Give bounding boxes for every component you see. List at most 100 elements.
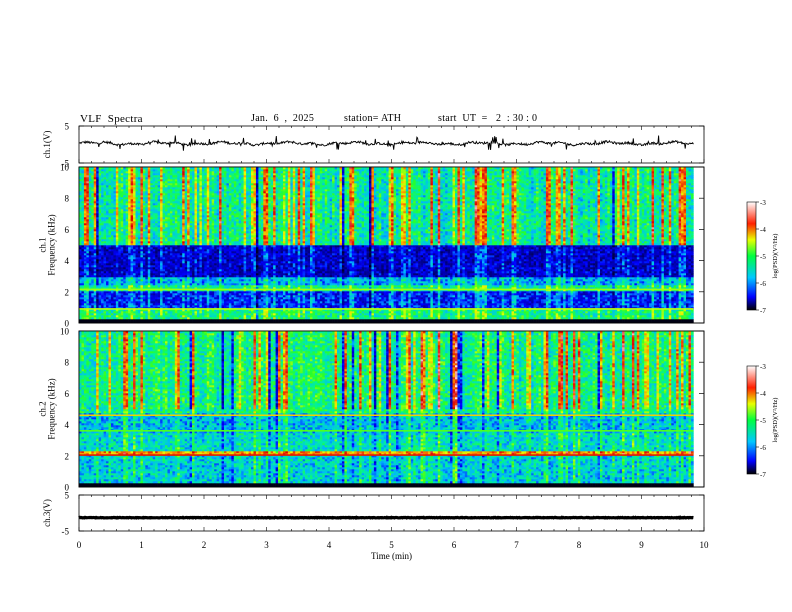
spectrogram-cell <box>140 301 143 303</box>
spectrogram-cell <box>172 257 175 259</box>
spectrogram-cell <box>101 219 104 221</box>
spectrogram-cell <box>180 245 183 247</box>
spectrogram-cell <box>197 297 200 299</box>
spectrogram-cell <box>177 173 180 175</box>
spectrogram-cell <box>101 303 104 305</box>
spectrogram-cell <box>212 283 215 285</box>
spectrogram-cell <box>212 219 215 221</box>
spectrogram-cell <box>163 169 166 171</box>
spectrogram-cell <box>128 197 131 199</box>
spectrogram-cell <box>202 271 205 273</box>
spectrogram-cell <box>116 189 119 191</box>
spectrogram-cell <box>108 227 111 229</box>
spectrogram-cell <box>155 311 158 313</box>
spectrogram-cell <box>123 283 126 285</box>
spectrogram-cell <box>116 275 119 277</box>
spectrogram-cell <box>202 319 205 321</box>
spectrogram-cell <box>101 305 104 307</box>
spectrogram-cell <box>177 293 180 295</box>
spectrogram-cell <box>118 235 121 237</box>
spectrogram-cell <box>121 279 124 281</box>
spectrogram-cell <box>224 269 227 271</box>
spectrogram-cell <box>106 239 109 241</box>
spectrogram-cell <box>91 271 94 273</box>
spectrogram-cell <box>81 213 84 215</box>
spectrogram-cell <box>111 169 114 171</box>
spectrogram-cell <box>148 273 151 275</box>
spectrogram-cell <box>222 177 225 179</box>
spectrogram-cell <box>224 319 227 321</box>
spectrogram-cell <box>111 267 114 269</box>
spectrogram-cell <box>118 291 121 293</box>
spectrogram-cell <box>126 213 129 215</box>
spectrogram-cell <box>140 251 143 253</box>
spectrogram-cell <box>140 247 143 249</box>
spectrogram-cell <box>81 299 84 301</box>
spectrogram-cell <box>204 249 207 251</box>
spectrogram-cell <box>219 223 222 225</box>
spectrogram-cell <box>133 183 136 185</box>
spectrogram-cell <box>155 275 158 277</box>
spectrogram-cell <box>155 249 158 251</box>
spectrogram-cell <box>170 213 173 215</box>
spectrogram-cell <box>158 215 161 217</box>
spectrogram-cell <box>131 281 134 283</box>
spectrogram-cell <box>148 179 151 181</box>
spectrogram-cell <box>204 181 207 183</box>
spectrogram-cell <box>155 191 158 193</box>
spectrogram-cell <box>81 207 84 209</box>
spectrogram-cell <box>175 253 178 255</box>
spectrogram-cell <box>167 317 170 319</box>
spectrogram-cell <box>160 313 163 315</box>
spectrogram-cell <box>99 225 102 227</box>
spectrogram-cell <box>116 183 119 185</box>
spectrogram-cell <box>214 249 217 251</box>
spectrogram-cell <box>222 263 225 265</box>
spectrogram-cell <box>192 257 195 259</box>
spectrogram-cell <box>128 239 131 241</box>
spectrogram-cell <box>99 241 102 243</box>
spectrogram-cell <box>116 279 119 281</box>
spectrogram-cell <box>180 257 183 259</box>
spectrogram-cell <box>101 299 104 301</box>
spectrogram-cell <box>111 249 114 251</box>
spectrogram-cell <box>217 197 220 199</box>
spectrogram-cell <box>94 245 97 247</box>
spectrogram-cell <box>175 283 178 285</box>
spectrogram-cell <box>133 173 136 175</box>
spectrogram-cell <box>219 251 222 253</box>
y-tick-label: 4 <box>65 256 70 266</box>
spectrogram-cell <box>133 247 136 249</box>
spectrogram-cell <box>226 173 229 175</box>
spectrogram-cell <box>170 243 173 245</box>
spectrogram-cell <box>163 225 166 227</box>
spectrogram-cell <box>224 249 227 251</box>
spectrogram-cell <box>226 243 229 245</box>
ch1-waveform-trace <box>79 136 693 151</box>
spectrogram-cell <box>153 275 156 277</box>
spectrogram-cell <box>131 249 134 251</box>
spectrogram-cell <box>204 211 207 213</box>
spectrogram-cell <box>180 255 183 257</box>
spectrogram-cell <box>190 317 193 319</box>
spectrogram-cell <box>158 295 161 297</box>
spectrogram-cell <box>204 293 207 295</box>
spectrogram-cell <box>91 193 94 195</box>
spectrogram-cell <box>118 245 121 247</box>
spectrogram-cell <box>185 261 188 263</box>
spectrogram-cell <box>158 211 161 213</box>
spectrogram-cell <box>187 235 190 237</box>
spectrogram-cell <box>94 237 97 239</box>
spectrogram-cell <box>222 295 225 297</box>
spectrogram-cell <box>222 213 225 215</box>
spectrogram-cell <box>123 199 126 201</box>
spectrogram-cell <box>192 283 195 285</box>
spectrogram-cell <box>79 299 82 301</box>
spectrogram-cell <box>118 315 121 317</box>
spectrogram-cell <box>118 303 121 305</box>
spectrogram-cell <box>222 317 225 319</box>
spectrogram-cell <box>185 269 188 271</box>
spectrogram-cell <box>182 185 185 187</box>
spectrogram-cell <box>185 263 188 265</box>
spectrogram-cell <box>214 217 217 219</box>
